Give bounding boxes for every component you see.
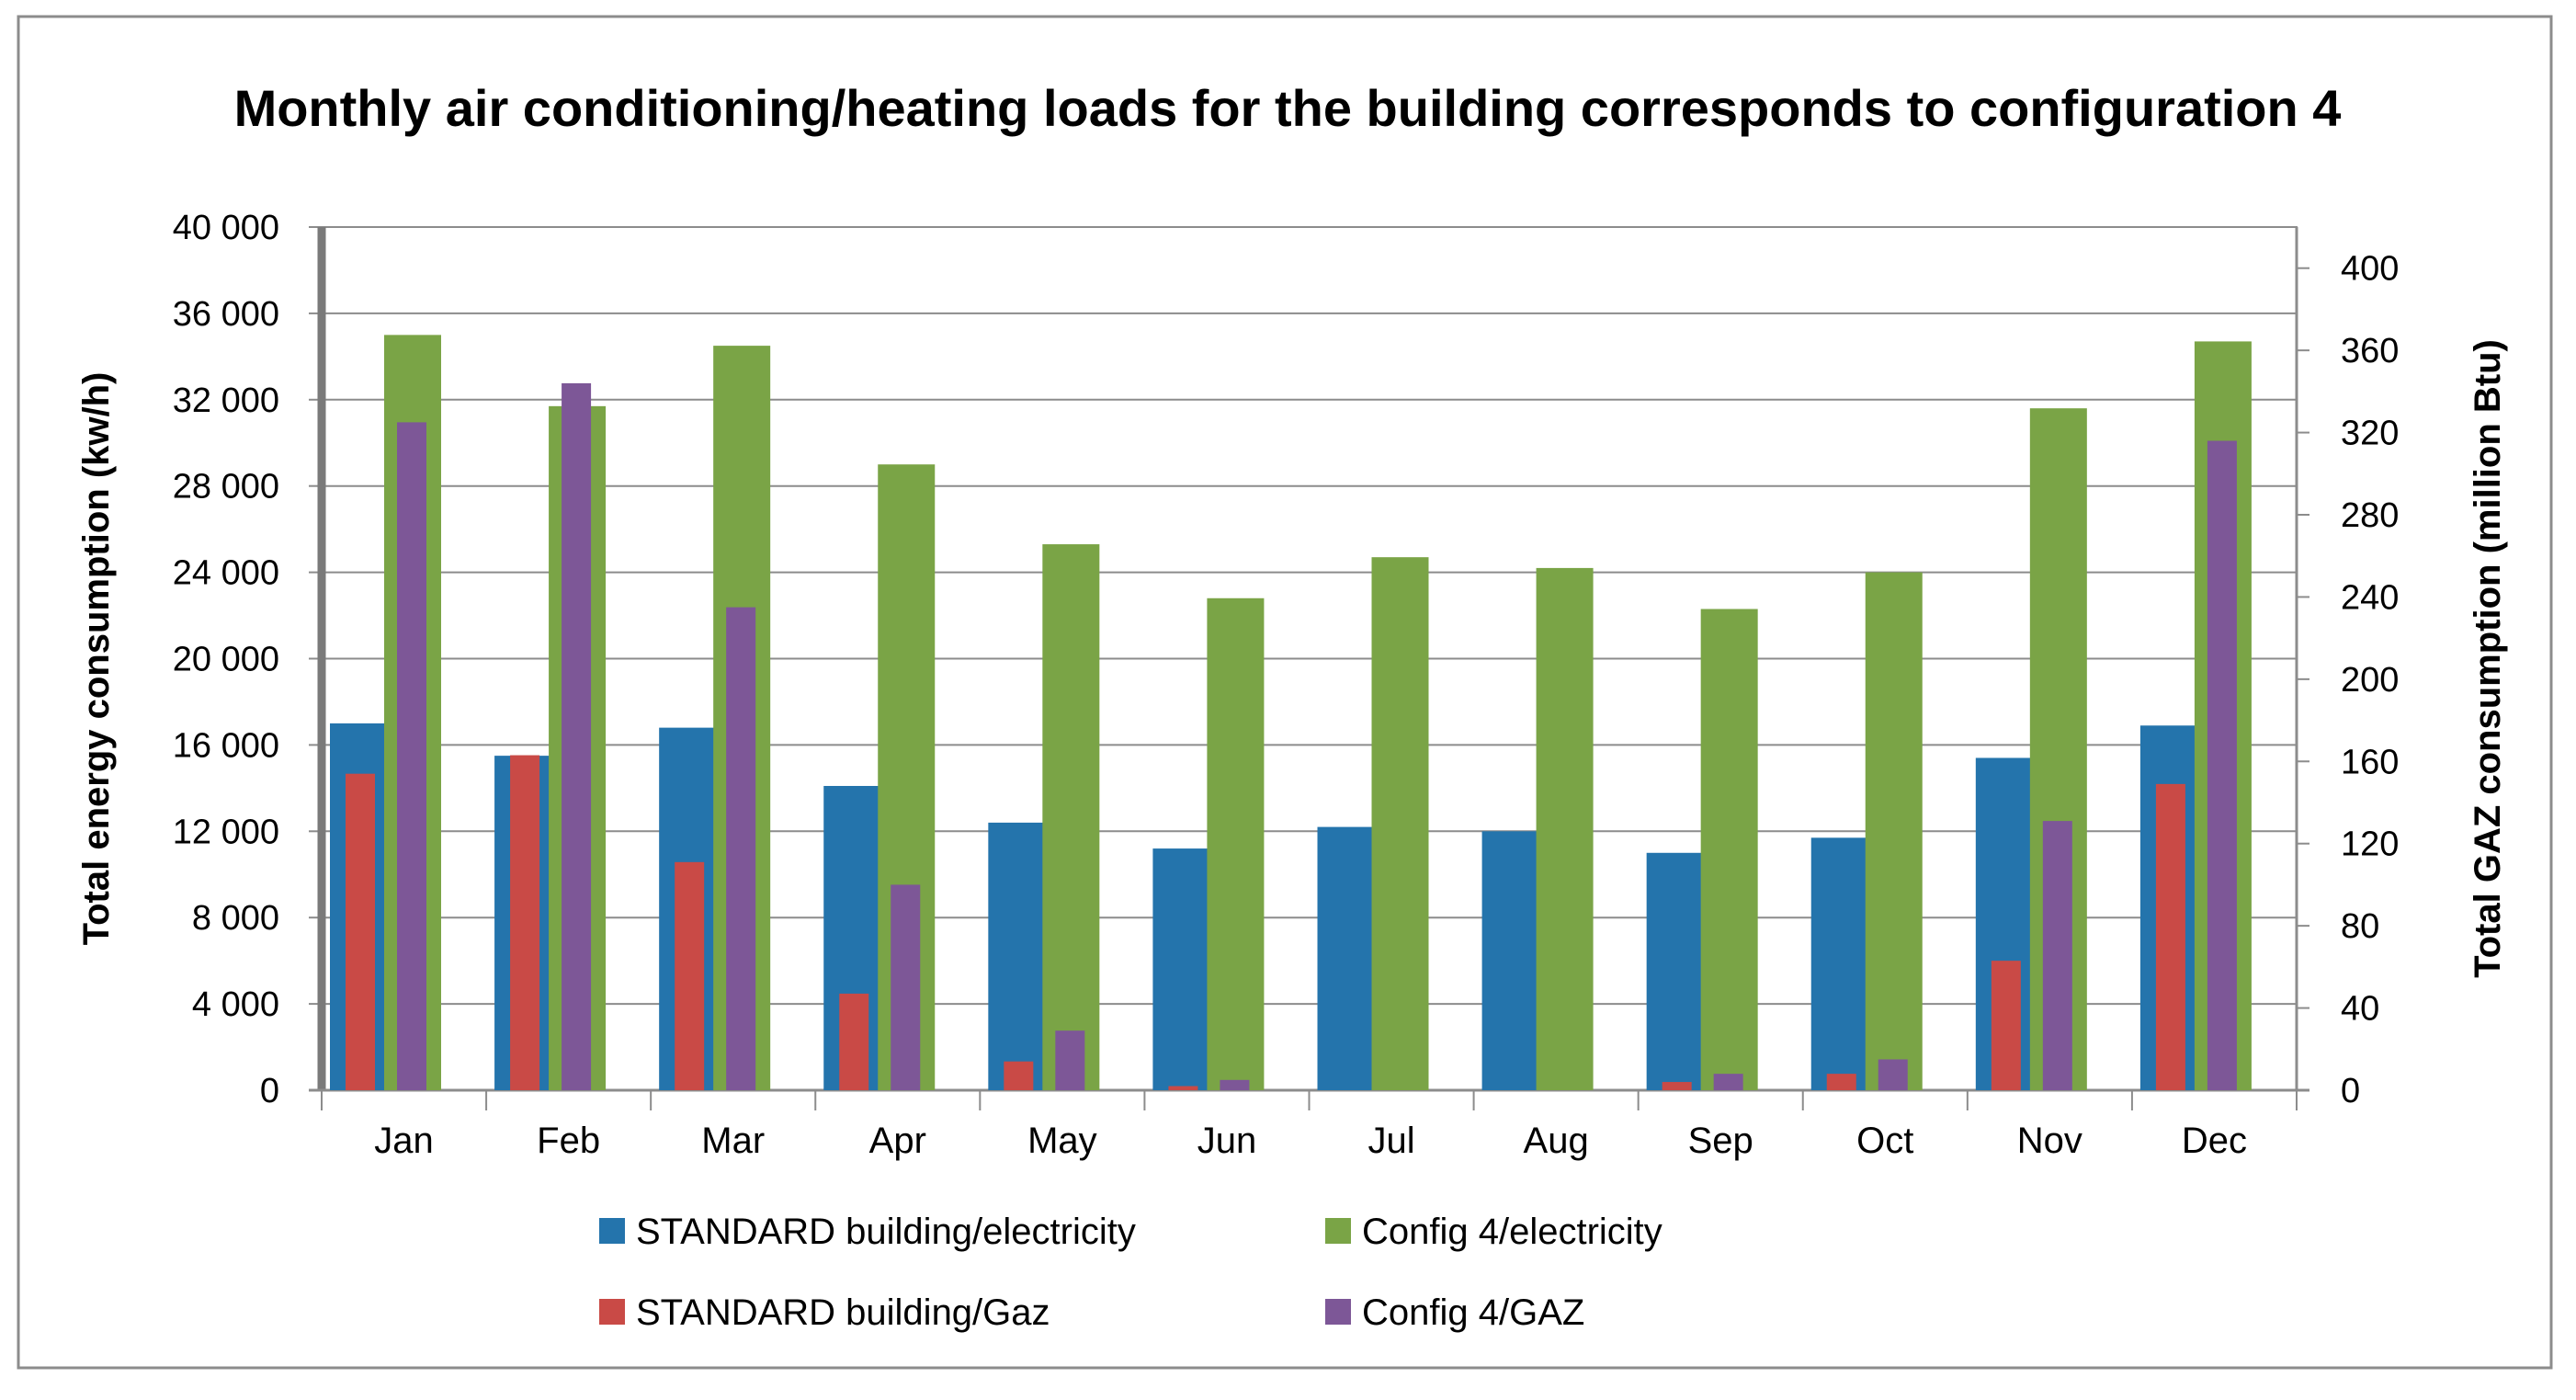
legend-label: STANDARD building/Gaz [636, 1292, 1050, 1333]
y-tick-label: 20 000 [173, 641, 279, 679]
y-axis-title: Total energy consumption (kw/h) [76, 372, 117, 946]
legend-swatch [599, 1299, 625, 1325]
y-tick-label: 0 [260, 1072, 279, 1110]
y2-axis-title: Total GAZ consumption (million Btu) [2468, 339, 2508, 978]
bar-config4-gaz [2042, 821, 2072, 1090]
bar-config4-electricity [1371, 557, 1429, 1090]
bar-config4-gaz [1713, 1074, 1743, 1090]
y2-tick-label: 320 [2341, 415, 2399, 453]
legend-swatch [599, 1218, 625, 1244]
legend-swatch [1325, 1218, 1351, 1244]
y2-tick-label: 0 [2341, 1072, 2360, 1110]
bar-standard-electricity [1646, 852, 1704, 1090]
x-tick-label: Aug [1524, 1121, 1589, 1161]
bar-standard-gaz [2155, 783, 2185, 1090]
x-tick-label: Jun [1197, 1121, 1257, 1161]
y-tick-label: 28 000 [173, 468, 279, 507]
legend-label: STANDARD building/electricity [636, 1212, 1136, 1252]
bar-config4-gaz [1055, 1030, 1085, 1090]
bar-standard-gaz [675, 861, 705, 1090]
y2-tick-label: 80 [2341, 907, 2379, 946]
bar-config4-gaz [726, 607, 756, 1090]
x-tick-label: Jan [374, 1121, 434, 1161]
x-tick-label: Sep [1688, 1121, 1753, 1161]
legend-swatch [1325, 1299, 1351, 1325]
bar-config4-gaz [891, 884, 921, 1090]
y-tick-label: 40 000 [173, 209, 279, 247]
chart-title: Monthly air conditioning/heating loads f… [234, 79, 2342, 137]
bar-config4-electricity [1536, 567, 1594, 1090]
y-tick-label: 16 000 [173, 726, 279, 765]
y2-tick-label: 160 [2341, 743, 2399, 781]
x-tick-label: Apr [869, 1121, 926, 1161]
bar-standard-gaz [1168, 1086, 1198, 1090]
bar-config4-gaz [1878, 1059, 1908, 1090]
bar-config4-electricity [1865, 572, 1923, 1090]
y-tick-label: 12 000 [173, 813, 279, 851]
x-tick-label: Oct [1856, 1121, 1913, 1161]
bar-standard-gaz [1991, 961, 2021, 1090]
bar-config4-gaz [1220, 1079, 1250, 1090]
bar-config4-electricity [1207, 598, 1265, 1090]
bar-standard-gaz [1662, 1082, 1692, 1090]
legend: STANDARD building/electricity Config 4/el… [599, 1212, 1662, 1333]
bar-config4-gaz [2207, 440, 2237, 1090]
x-tick-label: Dec [2182, 1121, 2247, 1161]
x-tick-label: Jul [1367, 1121, 1414, 1161]
bar-standard-electricity [1152, 848, 1210, 1090]
y-tick-label: 32 000 [173, 381, 279, 420]
bar-standard-gaz [510, 755, 540, 1090]
x-tick-label: Feb [537, 1121, 600, 1161]
bar-config4-gaz [562, 382, 592, 1090]
legend-label: Config 4/electricity [1362, 1212, 1662, 1252]
bar-config4-electricity [1700, 609, 1758, 1090]
y2-tick-label: 200 [2341, 661, 2399, 700]
bar-standard-electricity [1317, 826, 1375, 1090]
legend-label: Config 4/GAZ [1362, 1292, 1584, 1333]
bar-standard-gaz [839, 993, 869, 1090]
plot-area: 0 4 000 8 000 12 000 16 000 20 000 24 000 28 00… [76, 209, 2508, 1161]
bar-config4-gaz [397, 422, 426, 1091]
y2-tick-label: 240 [2341, 578, 2399, 617]
bar-standard-electricity [1481, 831, 1539, 1090]
y-tick-label: 4 000 [192, 985, 279, 1024]
y2-tick-label: 360 [2341, 332, 2399, 370]
bar-standard-electricity [1810, 837, 1868, 1090]
bar-config4-electricity [1042, 544, 1100, 1090]
x-tick-label: Nov [2017, 1121, 2082, 1161]
bar-standard-electricity [988, 822, 1046, 1090]
x-tick-label: May [1027, 1121, 1097, 1161]
y2-tick-label: 280 [2341, 496, 2399, 535]
bar-standard-gaz [1004, 1061, 1034, 1090]
y-tick-label: 8 000 [192, 899, 279, 938]
bar-standard-gaz [1826, 1074, 1856, 1090]
y2-tick-label: 40 [2341, 990, 2379, 1029]
y2-tick-label: 120 [2341, 825, 2399, 864]
y-tick-label: 36 000 [173, 295, 279, 334]
y-tick-label: 24 000 [173, 554, 279, 593]
x-tick-label: Mar [701, 1121, 765, 1161]
bar-standard-gaz [346, 773, 375, 1090]
y2-tick-label: 400 [2341, 250, 2399, 289]
